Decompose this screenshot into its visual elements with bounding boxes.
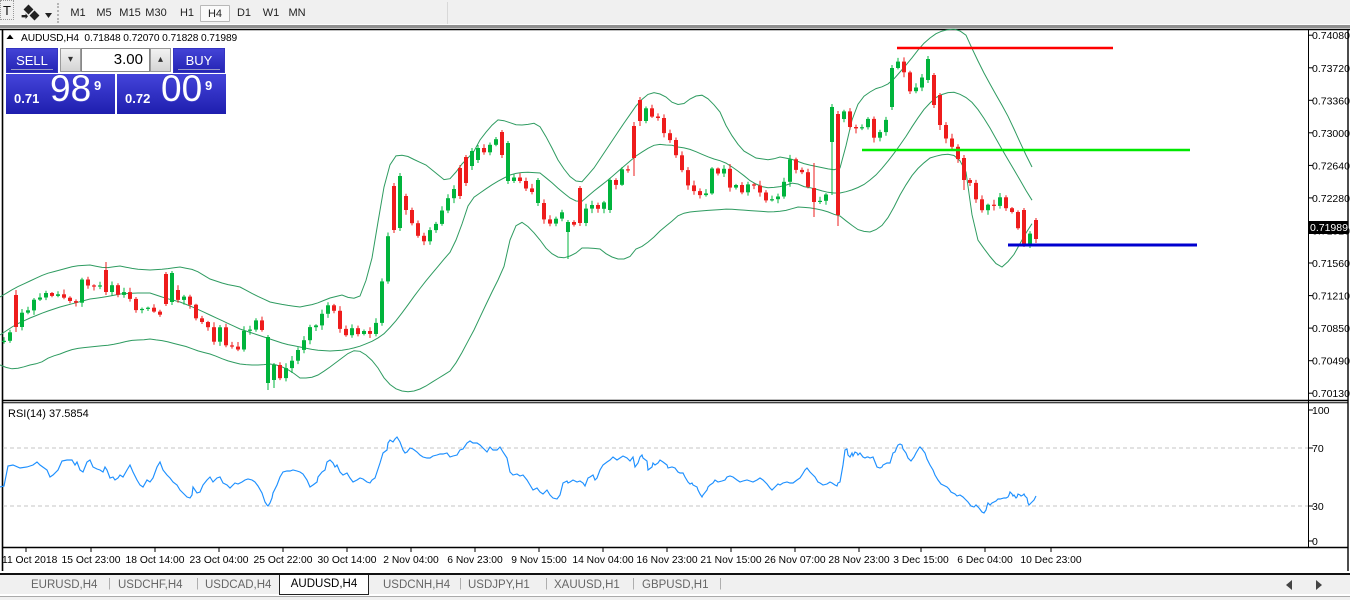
svg-text:0.71560: 0.71560 xyxy=(1312,258,1350,270)
svg-text:0.70490: 0.70490 xyxy=(1312,356,1350,368)
svg-text:0.70130: 0.70130 xyxy=(1312,388,1350,400)
svg-text:16 Nov 23:00: 16 Nov 23:00 xyxy=(636,555,698,566)
svg-text:3 Dec 15:00: 3 Dec 15:00 xyxy=(893,555,949,566)
svg-text:6 Nov 23:00: 6 Nov 23:00 xyxy=(447,555,503,566)
svg-text:18 Oct 14:00: 18 Oct 14:00 xyxy=(126,555,185,566)
svg-text:70: 70 xyxy=(1312,443,1324,455)
svg-text:25 Oct 22:00: 25 Oct 22:00 xyxy=(254,555,313,566)
svg-text:100: 100 xyxy=(1312,405,1330,417)
svg-text:AUDUSD,H4 0.71848 0.72070 0.7: AUDUSD,H4 0.71848 0.72070 0.71828 0.7198… xyxy=(21,33,238,44)
svg-text:14 Nov 04:00: 14 Nov 04:00 xyxy=(572,555,634,566)
svg-text:0.73000: 0.73000 xyxy=(1312,128,1350,140)
svg-text:28 Nov 23:00: 28 Nov 23:00 xyxy=(828,555,890,566)
svg-text:0.73720: 0.73720 xyxy=(1312,63,1350,75)
svg-text:10 Dec 23:00: 10 Dec 23:00 xyxy=(1020,555,1082,566)
svg-text:30 Oct 14:00: 30 Oct 14:00 xyxy=(318,555,377,566)
svg-text:21 Nov 15:00: 21 Nov 15:00 xyxy=(700,555,762,566)
svg-text:15 Oct 23:00: 15 Oct 23:00 xyxy=(62,555,121,566)
svg-text:2 Nov 04:00: 2 Nov 04:00 xyxy=(383,555,439,566)
svg-text:0: 0 xyxy=(1312,536,1318,548)
svg-text:23 Oct 04:00: 23 Oct 04:00 xyxy=(190,555,249,566)
svg-text:0.70850: 0.70850 xyxy=(1312,323,1350,335)
svg-text:30: 30 xyxy=(1312,501,1324,513)
svg-text:0.73360: 0.73360 xyxy=(1312,95,1350,107)
svg-text:0.72280: 0.72280 xyxy=(1312,193,1350,205)
svg-text:0.71989: 0.71989 xyxy=(1310,222,1348,234)
svg-text:RSI(14) 37.5854: RSI(14) 37.5854 xyxy=(8,408,89,420)
svg-text:0.72640: 0.72640 xyxy=(1312,160,1350,172)
svg-text:0.71210: 0.71210 xyxy=(1312,291,1350,303)
svg-text:6 Dec 04:00: 6 Dec 04:00 xyxy=(957,555,1013,566)
svg-text:26 Nov 07:00: 26 Nov 07:00 xyxy=(764,555,826,566)
svg-text:11 Oct 2018: 11 Oct 2018 xyxy=(2,555,58,566)
svg-text:0.74080: 0.74080 xyxy=(1312,30,1350,42)
svg-text:9 Nov 15:00: 9 Nov 15:00 xyxy=(511,555,567,566)
